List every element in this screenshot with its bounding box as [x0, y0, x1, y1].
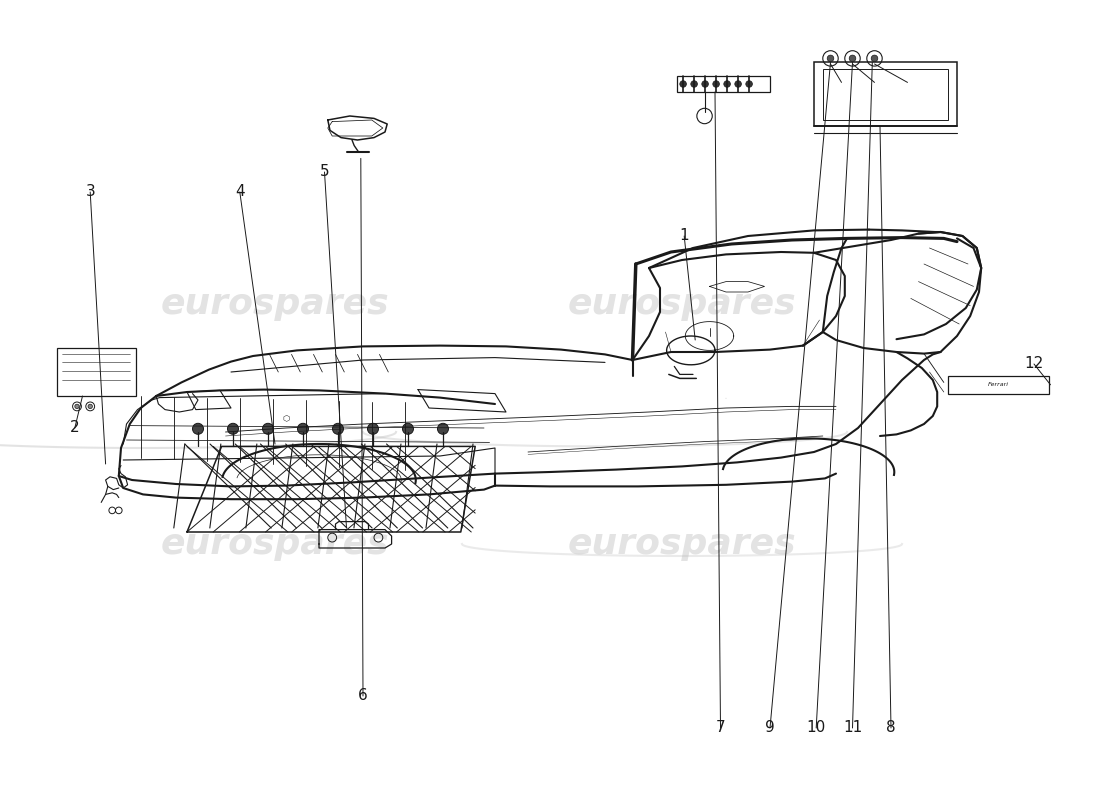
Text: 2: 2	[70, 421, 79, 435]
Ellipse shape	[713, 81, 719, 87]
Ellipse shape	[849, 55, 856, 62]
Text: 1: 1	[680, 229, 689, 243]
Ellipse shape	[438, 423, 449, 434]
Ellipse shape	[263, 423, 274, 434]
Text: 4: 4	[235, 185, 244, 199]
Text: 3: 3	[86, 185, 95, 199]
Ellipse shape	[332, 423, 343, 434]
Text: 5: 5	[320, 165, 329, 179]
Bar	[948, 376, 1049, 394]
Text: 6: 6	[359, 689, 367, 703]
Ellipse shape	[88, 404, 92, 409]
Ellipse shape	[75, 404, 79, 409]
Bar	[814, 62, 957, 126]
Text: 9: 9	[766, 721, 774, 735]
Bar	[823, 69, 948, 120]
Text: Ferrari: Ferrari	[988, 382, 1010, 387]
Text: 7: 7	[716, 721, 725, 735]
Ellipse shape	[827, 55, 834, 62]
Ellipse shape	[403, 423, 414, 434]
Text: eurospares: eurospares	[568, 527, 796, 561]
Ellipse shape	[367, 423, 378, 434]
Ellipse shape	[297, 423, 308, 434]
Text: eurospares: eurospares	[161, 527, 389, 561]
Bar	[676, 76, 770, 92]
Text: 11: 11	[843, 721, 862, 735]
Text: 12: 12	[1024, 357, 1044, 371]
Ellipse shape	[724, 81, 730, 87]
Ellipse shape	[735, 81, 741, 87]
Ellipse shape	[691, 81, 697, 87]
Text: eurospares: eurospares	[568, 287, 796, 321]
Ellipse shape	[746, 81, 752, 87]
Text: eurospares: eurospares	[161, 287, 389, 321]
Text: ⬡: ⬡	[283, 414, 289, 423]
Ellipse shape	[680, 81, 686, 87]
Ellipse shape	[702, 81, 708, 87]
Ellipse shape	[192, 423, 204, 434]
Text: 8: 8	[887, 721, 895, 735]
Ellipse shape	[228, 423, 239, 434]
Text: 10: 10	[806, 721, 826, 735]
Bar	[57, 348, 136, 396]
Ellipse shape	[871, 55, 878, 62]
